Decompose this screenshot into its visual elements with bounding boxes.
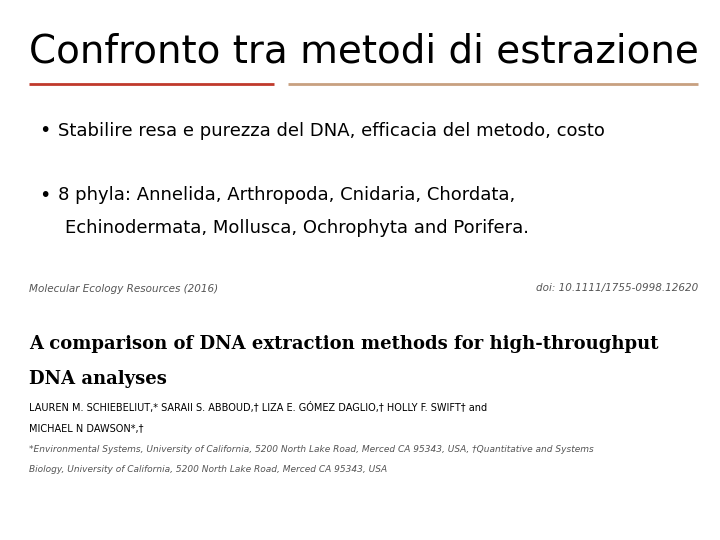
- Text: Biology, University of California, 5200 North Lake Road, Merced CA 95343, USA: Biology, University of California, 5200 …: [29, 465, 387, 475]
- Text: MICHAEL N DAWSON*,†: MICHAEL N DAWSON*,†: [29, 424, 143, 434]
- Text: Echinodermata, Mollusca, Ochrophyta and Porifera.: Echinodermata, Mollusca, Ochrophyta and …: [65, 219, 528, 237]
- Text: •: •: [40, 186, 51, 205]
- Text: doi: 10.1111/1755-0998.12620: doi: 10.1111/1755-0998.12620: [536, 284, 698, 294]
- Text: *Environmental Systems, University of California, 5200 North Lake Road, Merced C: *Environmental Systems, University of Ca…: [29, 446, 593, 455]
- Text: •: •: [40, 122, 51, 140]
- Text: Stabilire resa e purezza del DNA, efficacia del metodo, costo: Stabilire resa e purezza del DNA, effica…: [58, 122, 605, 139]
- Text: Confronto tra metodi di estrazione: Confronto tra metodi di estrazione: [29, 32, 698, 70]
- Text: 8 phyla: Annelida, Arthropoda, Cnidaria, Chordata,: 8 phyla: Annelida, Arthropoda, Cnidaria,…: [58, 186, 515, 204]
- Text: DNA analyses: DNA analyses: [29, 370, 166, 388]
- Text: A comparison of DNA extraction methods for high-throughput: A comparison of DNA extraction methods f…: [29, 335, 658, 353]
- Text: LAUREN M. SCHIEBELIUT,* SARAII S. ABBOUD,† LIZA E. GÓMEZ DAGLIO,† HOLLY F. SWIFT: LAUREN M. SCHIEBELIUT,* SARAII S. ABBOUD…: [29, 402, 487, 413]
- Text: Molecular Ecology Resources (2016): Molecular Ecology Resources (2016): [29, 284, 218, 294]
